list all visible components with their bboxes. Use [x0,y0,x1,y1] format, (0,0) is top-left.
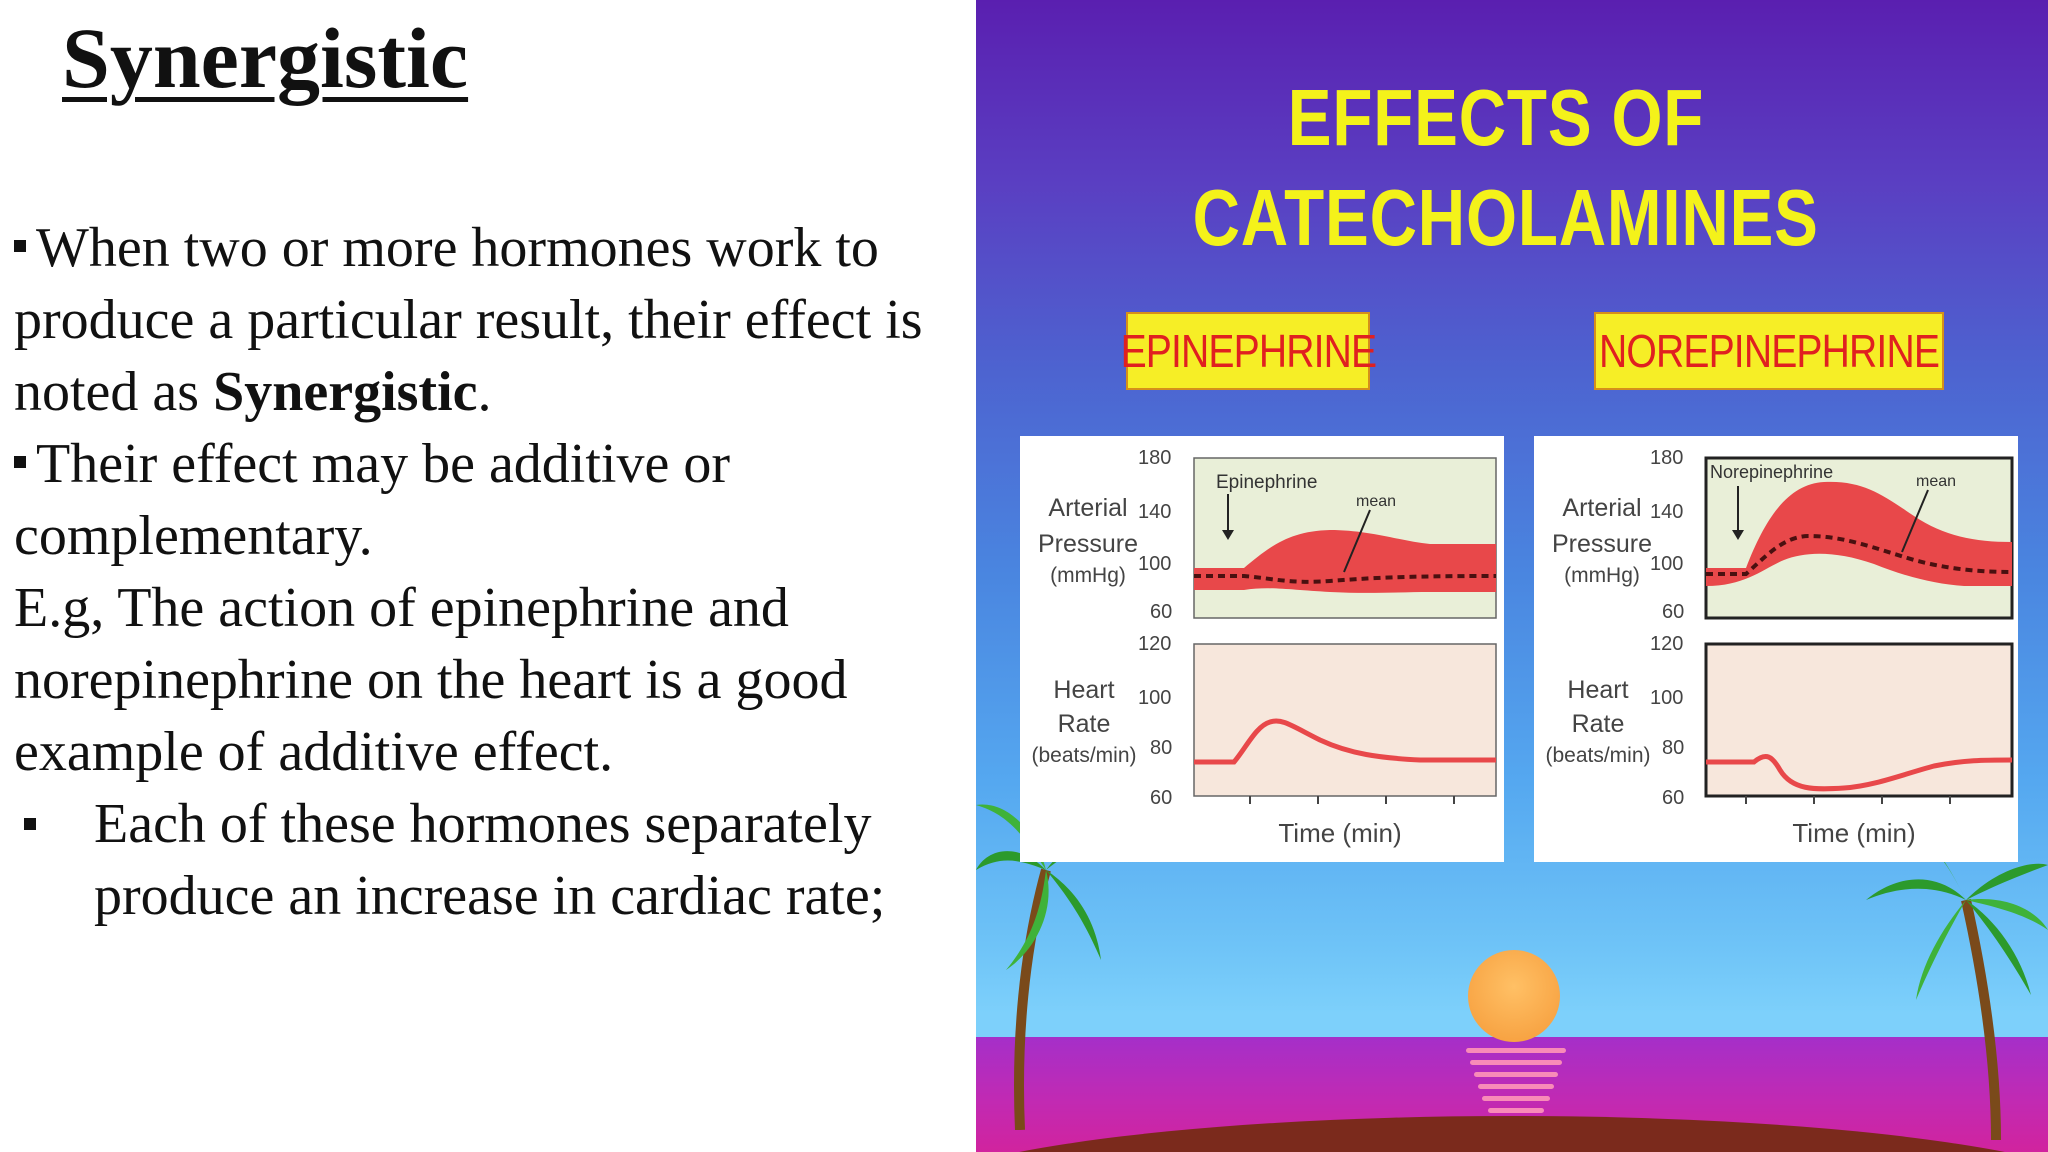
text-panel: Synergistic When two or more hormones wo… [0,0,976,1152]
drug-annotation: Epinephrine [1216,472,1317,493]
catecholamines-figure: EFFECTS OF CATECHOLAMINES EPINEPHRINE NO… [976,0,2048,1152]
bullet-synergistic-definition: When two or more hormones work to produc… [14,217,923,423]
tick-label: 60 [1662,601,1684,623]
sun-reflection [1488,1108,1544,1113]
tick-label: 120 [1650,633,1683,655]
axis-label: Arterial [1048,494,1127,522]
x-axis-label: Time (min) [1278,818,1401,848]
epinephrine-graph-panel: 180 140 100 60 120 100 80 60 Arterial Pr… [1020,436,1504,862]
tick-label: 180 [1138,447,1171,469]
tick-label: 60 [1662,787,1684,809]
tick-label: 140 [1650,501,1683,523]
square-bullet-icon [24,818,36,830]
tick-label: 80 [1150,737,1172,759]
tick-label: 60 [1150,787,1172,809]
tick-label: 100 [1650,553,1683,575]
axis-label: Arterial [1562,494,1641,522]
sun-reflection [1474,1072,1558,1077]
figure-heading: EFFECTS OF CATECHOLAMINES [1192,73,1819,262]
axis-label: Heart [1053,676,1114,704]
square-bullet-icon [14,240,26,252]
tick-label: 180 [1650,447,1683,469]
norepinephrine-graph: 180 140 100 60 120 100 80 60 Arterial Pr… [1545,447,2014,848]
square-bullet-icon [14,456,26,468]
axis-label: Rate [1058,710,1111,738]
example-paragraph: E.g, The action of epinephrine and norep… [14,577,848,783]
tick-label: 120 [1138,633,1171,655]
bullet-additive-complementary: Their effect may be additive or compleme… [14,433,730,567]
tick-label: 140 [1138,501,1171,523]
tick-label: 100 [1650,687,1683,709]
norepinephrine-label: NOREPINEPHRINE [1594,312,1944,390]
tick-label: 100 [1138,687,1171,709]
axis-label: Pressure [1552,530,1652,558]
sun-reflection [1466,1048,1566,1053]
axis-label: Rate [1572,710,1625,738]
sun-reflection [1470,1060,1562,1065]
epinephrine-graph: 180 140 100 60 120 100 80 60 Arterial Pr… [1031,447,1497,848]
sunset-sun [1468,950,1560,1042]
bold-term: Synergistic [213,361,478,423]
sun-reflection [1478,1084,1554,1089]
x-axis-label: Time (min) [1792,818,1915,848]
axis-label: Heart [1567,676,1628,704]
drug-annotation: Norepinephrine [1710,462,1833,482]
axis-label: (beats/min) [1545,744,1650,767]
axis-label: (beats/min) [1031,744,1136,767]
axis-label: Pressure [1038,530,1138,558]
epinephrine-label: EPINEPHRINE [1120,312,1377,390]
sub-bullet-cardiac-rate: Each of these hormones separately produc… [14,788,964,932]
axis-label: (mmHg) [1564,564,1640,587]
tick-label: 80 [1662,737,1684,759]
norepinephrine-graph-panel: 180 140 100 60 120 100 80 60 Arterial Pr… [1534,436,2018,862]
mean-annotation: mean [1356,493,1396,510]
mean-annotation: mean [1916,473,1956,490]
axis-label: (mmHg) [1050,564,1126,587]
tick-label: 60 [1150,601,1172,623]
tick-label: 100 [1138,553,1171,575]
slide-body: When two or more hormones work to produc… [14,212,964,932]
palm-tree-right-icon [1866,825,2048,1140]
slide-title: Synergistic [62,10,469,106]
sun-reflection [1482,1096,1550,1101]
